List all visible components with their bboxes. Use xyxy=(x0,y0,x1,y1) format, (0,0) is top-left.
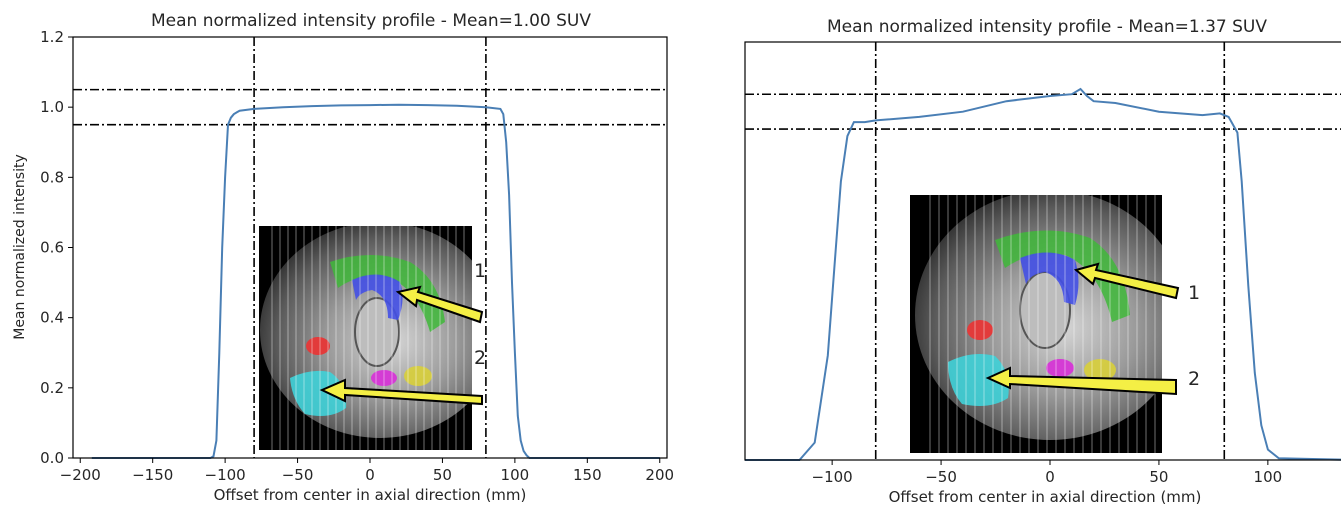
region-blue xyxy=(1020,252,1079,305)
chart-left: Mean normalized intensity profile - Mean… xyxy=(12,11,674,504)
chart-right-title: Mean normalized intensity profile - Mean… xyxy=(827,17,1267,37)
chart-left-xlabel: Offset from center in axial direction (m… xyxy=(214,486,527,504)
x-tick-label: −200 xyxy=(60,466,101,484)
arrow-2 xyxy=(985,366,1177,396)
inset-label-2: 2 xyxy=(474,347,486,369)
arrow-2 xyxy=(319,378,483,406)
axis-ticks-right: −100 −50 0 50 100 xyxy=(812,460,1283,486)
plot-area-left xyxy=(73,37,667,459)
x-tick-label: −150 xyxy=(132,466,173,484)
region-cyan xyxy=(948,354,1009,406)
region-yellow xyxy=(404,366,432,386)
y-tick-label: 0.8 xyxy=(40,168,64,186)
x-tick-label: 100 xyxy=(1254,468,1283,486)
y-tick-label: 1.2 xyxy=(40,28,64,46)
x-tick-label: −100 xyxy=(205,466,246,484)
inset-stripes xyxy=(929,195,1156,453)
region-red xyxy=(967,320,993,340)
inset-stripes xyxy=(271,226,465,450)
y-tick-label: 0.0 xyxy=(40,449,64,467)
x-tick-label: 50 xyxy=(1149,468,1168,486)
series-line xyxy=(91,103,660,459)
inset-label-1: 1 xyxy=(1188,282,1200,304)
arrow-1 xyxy=(1073,262,1180,300)
chart-left-ylabel: Mean normalized intensity xyxy=(12,154,28,340)
region-red xyxy=(306,337,330,355)
x-tick-label: 50 xyxy=(433,466,452,484)
y-tick-label: 0.6 xyxy=(40,239,64,257)
y-tick-label: 1.0 xyxy=(40,98,64,116)
x-tick-label: 100 xyxy=(501,466,530,484)
brain-inset-left xyxy=(259,226,472,450)
chart-right: Mean normalized intensity profile - Mean… xyxy=(744,17,1341,506)
x-tick-label: 0 xyxy=(1045,468,1055,486)
x-tick-label: 200 xyxy=(645,466,674,484)
x-tick-label: −50 xyxy=(282,466,314,484)
x-tick-label: 150 xyxy=(573,466,602,484)
inset-label-2: 2 xyxy=(1188,368,1200,390)
inset-left-markers: 1 2 xyxy=(319,260,486,406)
chart-left-title: Mean normalized intensity profile - Mean… xyxy=(151,11,591,31)
axis-ticks-left: −200 −150 −100 −50 0 50 100 150 200 0.0 0.2 0.4 0.6 0… xyxy=(40,28,674,484)
plot-area-right xyxy=(745,42,1341,461)
x-tick-label: 0 xyxy=(365,466,375,484)
series-line xyxy=(745,87,1341,461)
region-magenta xyxy=(1046,359,1074,377)
brain-inset-right xyxy=(910,195,1162,453)
x-tick-label: −50 xyxy=(925,468,957,486)
arrow-1 xyxy=(395,285,484,324)
x-tick-label: −100 xyxy=(812,468,853,486)
y-tick-label: 0.2 xyxy=(40,379,64,397)
inset-right-markers: 1 2 xyxy=(985,262,1200,396)
chart-right-xlabel: Offset from center in axial direction (m… xyxy=(889,488,1202,506)
y-tick-label: 0.4 xyxy=(40,309,64,327)
inset-label-1: 1 xyxy=(474,260,486,282)
region-blue xyxy=(352,274,403,320)
